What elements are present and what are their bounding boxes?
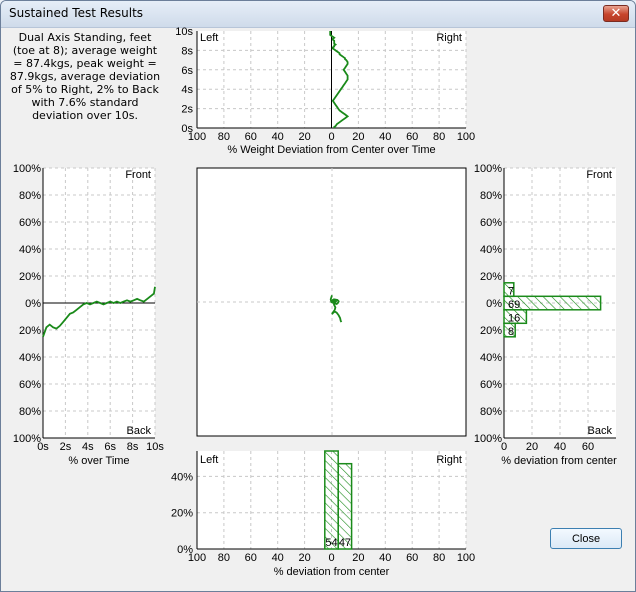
right-chart-y-tick: 60% (480, 217, 502, 229)
right-chart-x-tick: 0 (501, 441, 507, 453)
bottom-chart-left-label: Left (200, 454, 218, 466)
right-chart-x-tick: 60 (582, 441, 594, 453)
right-chart-y-tick: 0% (486, 298, 502, 310)
bottom-chart-x-tick: 60 (245, 552, 257, 564)
top-chart-x-tick: 40 (379, 131, 391, 143)
bottom-chart-x-tick: 0 (328, 552, 334, 564)
top-chart-y-tick: 0s (181, 123, 193, 135)
left-chart-y-tick: 40% (19, 352, 41, 364)
bottom-chart-x-tick: 40 (379, 552, 391, 564)
top-chart-y-tick: 8s (181, 45, 193, 57)
top-chart-y-tick: 10s (175, 26, 193, 38)
bottom-chart-bar (324, 450, 339, 550)
left-chart-x-label: % over Time (68, 455, 129, 467)
left-chart-y-tick: 0% (25, 298, 41, 310)
top-chart-x-label: % Weight Deviation from Center over Time (227, 144, 435, 156)
left-chart-x-tick: 0s (37, 441, 49, 453)
top-chart-y-tick: 6s (181, 65, 193, 77)
bottom-chart-x-tick: 20 (298, 552, 310, 564)
bottom-chart-y-tick: 0% (177, 544, 193, 556)
left-chart-x-tick: 6s (104, 441, 116, 453)
close-button[interactable]: Close (550, 528, 622, 549)
bottom-chart-y-tick: 40% (171, 471, 193, 483)
top-chart-y-tick: 4s (181, 84, 193, 96)
top-chart-x-tick: 0 (328, 131, 334, 143)
title-bar: Sustained Test Results ✕ (1, 1, 635, 28)
bottom-chart-x-tick: 80 (218, 552, 230, 564)
left-chart-x-tick: 8s (127, 441, 139, 453)
center-chart-trace (329, 295, 343, 323)
right-chart-y-tick: 60% (480, 379, 502, 391)
top-chart-x-tick: 100 (188, 131, 206, 143)
right-chart-y-tick: 40% (480, 352, 502, 364)
right-chart-bar (503, 322, 516, 338)
left-chart-y-tick: 100% (13, 163, 41, 175)
bottom-chart-bar-label: 47 (339, 537, 351, 549)
top-chart-x-tick: 20 (352, 131, 364, 143)
bottom-chart-bar-label: 54 (325, 537, 337, 549)
left-chart-y-tick: 20% (19, 325, 41, 337)
bottom-chart-bar (337, 462, 353, 550)
bottom-chart-x-tick: 60 (406, 552, 418, 564)
left-chart-y-tick: 100% (13, 433, 41, 445)
left-chart-y-tick: 60% (19, 379, 41, 391)
top-chart-x-tick: 60 (406, 131, 418, 143)
left-chart-x-tick: 10s (146, 441, 164, 453)
right-chart-bar-label: 16 (508, 312, 520, 324)
top-chart-x-tick: 60 (245, 131, 257, 143)
right-chart-bar (503, 295, 602, 311)
top-chart-y-tick: 2s (181, 104, 193, 116)
bottom-chart-x-tick: 100 (457, 552, 475, 564)
right-chart-y-tick: 20% (480, 271, 502, 283)
right-chart-x-tick: 20 (526, 441, 538, 453)
left-chart-trace (42, 286, 156, 338)
right-chart-bar-label: 69 (508, 299, 520, 311)
left-chart-x-tick: 4s (82, 441, 94, 453)
left-chart-x-tick: 2s (60, 441, 72, 453)
left-chart-y-tick: 20% (19, 271, 41, 283)
left-chart-y-tick: 80% (19, 190, 41, 202)
right-chart-y-tick: 40% (480, 244, 502, 256)
bottom-chart-x-label: % deviation from center (274, 566, 390, 578)
right-chart-x-label: % deviation from center (501, 455, 617, 467)
bottom-chart-y-tick: 20% (171, 508, 193, 520)
bottom-chart-right-label: Right (436, 454, 462, 466)
right-chart-y-tick: 20% (480, 325, 502, 337)
right-chart-bar-label: 8 (508, 326, 514, 338)
top-chart-left-label: Left (200, 32, 218, 44)
right-chart-bar-label: 7 (508, 285, 514, 297)
right-chart-bottom-label: Back (588, 425, 613, 437)
bottom-chart-x-tick: 40 (272, 552, 284, 564)
right-chart-y-tick: 80% (480, 190, 502, 202)
left-chart-y-tick: 80% (19, 406, 41, 418)
left-chart-y-tick: 60% (19, 217, 41, 229)
left-chart-top-label: Front (125, 169, 151, 181)
bottom-chart-x-tick: 20 (352, 552, 364, 564)
right-chart-top-label: Front (586, 169, 612, 181)
summary-text: Dual Axis Standing, feet (toe at 8); ave… (9, 31, 161, 122)
top-chart-x-tick: 20 (298, 131, 310, 143)
left-chart-bottom-label: Back (127, 425, 152, 437)
bottom-chart-x-tick: 100 (188, 552, 206, 564)
right-chart-y-tick: 80% (480, 406, 502, 418)
top-chart-x-tick: 100 (457, 131, 475, 143)
right-chart-y-tick: 100% (474, 163, 502, 175)
top-chart-trace (329, 31, 350, 128)
right-chart-x-tick: 40 (554, 441, 566, 453)
top-chart-right-label: Right (436, 32, 462, 44)
close-icon[interactable]: ✕ (603, 5, 629, 22)
window-title: Sustained Test Results (9, 6, 144, 20)
bottom-chart-x-tick: 80 (433, 552, 445, 564)
top-chart-x-tick: 80 (218, 131, 230, 143)
left-chart-y-tick: 40% (19, 244, 41, 256)
top-chart-x-tick: 80 (433, 131, 445, 143)
right-chart-y-tick: 100% (474, 433, 502, 445)
top-chart-x-tick: 40 (272, 131, 284, 143)
